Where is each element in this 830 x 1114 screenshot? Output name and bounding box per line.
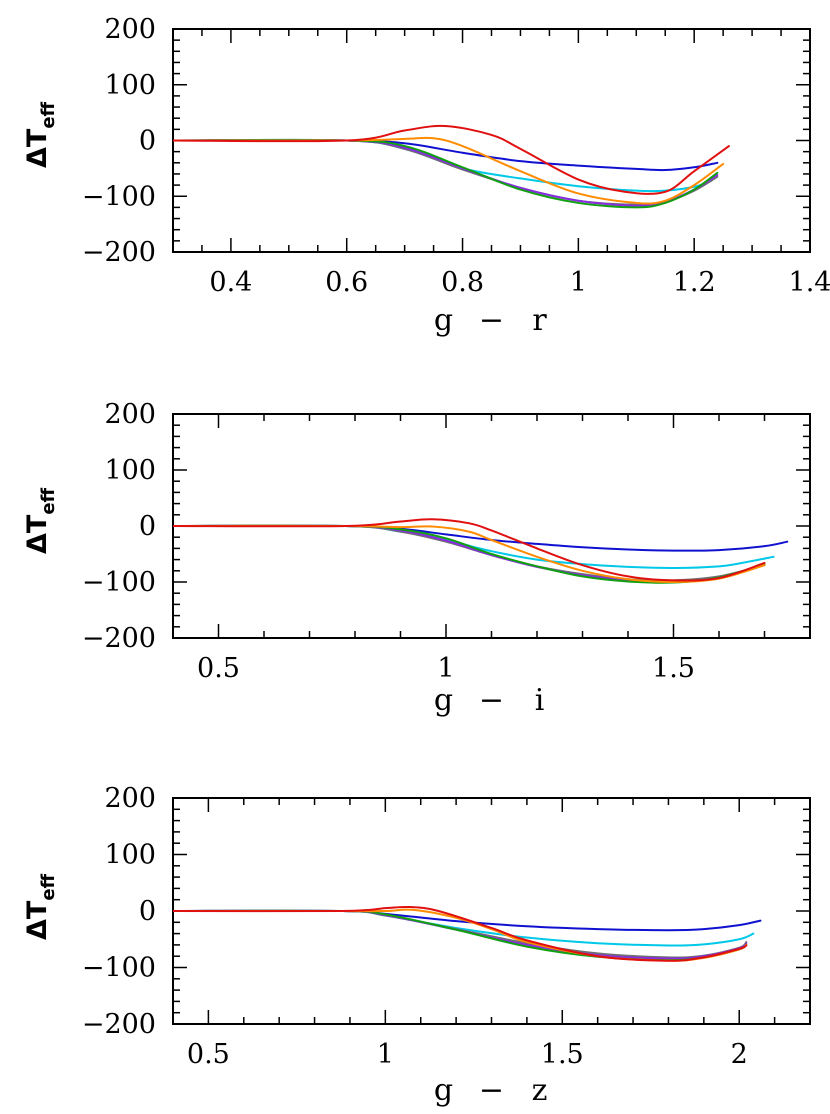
y-tick-label: 100 xyxy=(104,70,156,101)
y-tick-label: 100 xyxy=(104,455,156,486)
y-axis-label-main: ΔT xyxy=(22,128,53,168)
y-tick-label: 0 xyxy=(139,896,156,927)
y-axis-label: ΔTeff xyxy=(22,487,59,554)
x-tick-label: 1.2 xyxy=(673,267,716,298)
panel-1: 0.4 0.6 0.8 1 1.2 1.4 −200 −100 0 100 200 g − r ΔTeff xyxy=(22,14,830,338)
x-axis-label-left: g xyxy=(434,683,453,718)
x-axis-label-right: r xyxy=(532,303,547,338)
x-axis-label-left: g xyxy=(434,303,453,338)
series-line-1 xyxy=(173,524,789,552)
series-line-7 xyxy=(173,905,748,962)
x-tick-label: 2 xyxy=(731,1039,748,1070)
series-line-6 xyxy=(173,524,766,584)
y-tick-label: 100 xyxy=(104,840,156,871)
y-tick-label: −100 xyxy=(82,953,156,984)
y-tick-label: −100 xyxy=(82,181,156,212)
x-axis-label-right: z xyxy=(532,1073,548,1108)
series-line-3 xyxy=(173,524,766,582)
y-axis-label: ΔTeff xyxy=(22,873,59,940)
x-tick-label: 0.5 xyxy=(187,1039,230,1070)
x-axis-label-dash: − xyxy=(479,1073,504,1108)
y-tick-label: 0 xyxy=(139,511,156,542)
x-axis-label-dash: − xyxy=(479,683,504,718)
y-axis-label-sub: eff xyxy=(38,873,59,900)
x-tick-label: 0.5 xyxy=(197,653,240,684)
x-tick-label: 1 xyxy=(570,267,587,298)
y-axis-label-main: ΔT xyxy=(22,514,53,554)
y-tick-label: 200 xyxy=(104,783,156,814)
series-line-7 xyxy=(173,518,766,582)
series-line-5 xyxy=(173,524,766,584)
y-tick-label: 200 xyxy=(104,399,156,430)
x-tick-label: 0.4 xyxy=(209,267,252,298)
x-tick-label: 1 xyxy=(377,1039,394,1070)
x-tick-label: 0.6 xyxy=(325,267,368,298)
y-tick-label: 0 xyxy=(139,126,156,157)
y-axis-label-sub: eff xyxy=(38,487,59,514)
series-line-2 xyxy=(173,138,713,193)
x-axis-label-right: i xyxy=(535,683,545,718)
panel-2: 0.5 1 1.5 −200 −100 0 100 200 g − i ΔTeff xyxy=(22,399,811,718)
y-tick-label: −200 xyxy=(82,237,156,268)
y-tick-label: 200 xyxy=(104,14,156,45)
x-tick-label: 1 xyxy=(437,653,454,684)
x-axis-label-dash: − xyxy=(479,303,504,338)
series-line-1 xyxy=(173,139,719,172)
series-line-2 xyxy=(173,909,755,947)
x-tick-label: 1.4 xyxy=(789,267,830,298)
y-axis-label-main: ΔT xyxy=(22,900,53,940)
series-group xyxy=(173,124,730,209)
panel-3: 0.5 1 1.5 2 −200 −100 0 100 200 g − z ΔTeff xyxy=(22,783,811,1108)
y-tick-label: −200 xyxy=(82,623,156,654)
y-axis-label: ΔTeff xyxy=(22,101,59,168)
x-tick-label: 1.5 xyxy=(652,653,695,684)
y-axis-label-sub: eff xyxy=(38,101,59,128)
series-group xyxy=(173,518,789,584)
x-tick-label: 0.8 xyxy=(441,267,484,298)
series-group xyxy=(173,905,762,962)
x-axis-label-left: g xyxy=(434,1073,453,1108)
y-tick-label: −100 xyxy=(82,567,156,598)
y-tick-label: −200 xyxy=(82,1009,156,1040)
x-tick-label: 1.5 xyxy=(541,1039,584,1070)
series-line-7 xyxy=(173,124,730,195)
series-line-4 xyxy=(173,524,766,584)
